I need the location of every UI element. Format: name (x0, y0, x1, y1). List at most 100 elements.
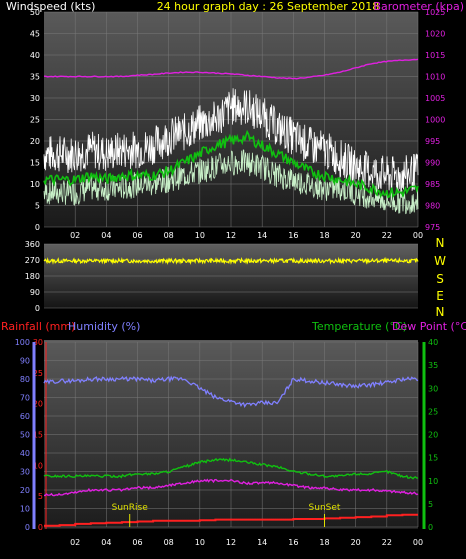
humidity-tick-label: 70 (20, 394, 30, 403)
wind-x-tick-label: 16 (288, 231, 298, 240)
wind-tick-label: 35 (30, 73, 40, 82)
temperature-tick-label: 0 (428, 523, 433, 532)
barometer-tick-label: 1000 (425, 116, 445, 125)
barometer-tick-label: 1005 (425, 94, 445, 103)
humidity-axis-label: Humidity (%) (68, 320, 140, 333)
climate-chart-series (43, 375, 419, 527)
barometer-tick-label: 985 (425, 180, 440, 189)
rainfall-tick-label: 30 (33, 338, 43, 347)
climate-x-tick-label: 20 (351, 538, 361, 547)
barometer-axis-ticks: 975 980 985 990 995 1000 1005 1010 1015 1020 1025 (425, 8, 445, 232)
temperature-tick-label: 40 (428, 338, 438, 347)
wind-x-tick-label: 12 (226, 231, 236, 240)
wind-gust-line (43, 88, 419, 193)
direction-chart-series (43, 256, 419, 266)
climate-x-tick-label: 18 (319, 538, 329, 547)
temperature-tick-label: 10 (428, 477, 438, 486)
climate-x-tick-label: 22 (382, 538, 392, 547)
wind-chart-series (43, 58, 419, 215)
direction-tick-label: 90 (30, 288, 40, 297)
direction-tick-label: 0 (35, 304, 40, 313)
wind-tick-label: 15 (30, 159, 40, 168)
sun-annotations: SunRise SunSet (112, 503, 341, 527)
humidity-tick-label: 40 (20, 449, 30, 458)
wind-tick-label: 30 (30, 94, 40, 103)
temperature-line (43, 457, 418, 480)
temperature-tick-label: 30 (428, 384, 438, 393)
windspeed-axis-label: Windspeed (kts) (6, 0, 95, 13)
wind-x-tick-label: 22 (382, 231, 392, 240)
climate-x-tick-label: 04 (101, 538, 111, 547)
temperature-tick-label: 20 (428, 431, 438, 440)
rainfall-axis-ticks: 0 5 10 15 20 25 30 (33, 338, 43, 532)
humidity-tick-label: 100 (15, 338, 30, 347)
humidity-tick-label: 80 (20, 375, 30, 384)
wind-tick-label: 10 (30, 180, 40, 189)
climate-x-tick-label: 14 (257, 538, 267, 547)
rainfall-tick-label: 20 (33, 400, 43, 409)
sun-annotation-label: SunSet (309, 503, 341, 513)
wind-tick-label: 20 (30, 137, 40, 146)
sun-annotation-label: SunRise (112, 503, 149, 513)
wind-x-tick-label: 08 (164, 231, 174, 240)
direction-axis-ticks: 0 90 180 270 360 (25, 240, 40, 313)
humidity-tick-label: 30 (20, 468, 30, 477)
compass-label: S (436, 272, 444, 286)
compass-label: E (436, 289, 444, 303)
humidity-tick-label: 50 (20, 431, 30, 440)
humidity-tick-label: 20 (20, 486, 30, 495)
barometer-line (43, 58, 419, 80)
rainfall-tick-label: 0 (38, 523, 43, 532)
climate-x-tick-label: 02 (70, 538, 80, 547)
barometer-tick-label: 990 (425, 159, 440, 168)
direction-tick-label: 180 (25, 272, 40, 281)
wind-chart-x-ticks: 02 04 06 08 10 12 14 16 18 20 22 00 (70, 231, 423, 240)
humidity-tick-label: 10 (20, 505, 30, 514)
humidity-tick-label: 60 (20, 412, 30, 421)
climate-x-tick-label: 10 (195, 538, 205, 547)
temperature-tick-label: 5 (428, 500, 433, 509)
dewpoint-line (44, 478, 419, 497)
humidity-tick-label: 90 (20, 357, 30, 366)
compass-label: N (436, 236, 445, 250)
direction-tick-label: 270 (25, 256, 40, 265)
dewpoint-axis-label: Dew Point (°C) (392, 320, 466, 333)
climate-chart-x-ticks: 02 04 06 08 10 12 14 16 18 20 22 00 (70, 538, 423, 547)
wind-x-tick-label: 18 (319, 231, 329, 240)
chart-title: 24 hour graph day : 26 September 2018 (157, 0, 380, 13)
barometer-axis-label: Barometer (kpa) (373, 0, 464, 13)
wind-average-line (43, 129, 419, 199)
rainfall-line (44, 513, 418, 527)
wind-x-tick-label: 00 (413, 231, 423, 240)
wind-x-tick-label: 10 (195, 231, 205, 240)
wind-tick-label: 0 (35, 223, 40, 232)
wind-speed-line (43, 149, 419, 215)
wind-tick-label: 25 (30, 116, 40, 125)
direction-tick-label: 360 (25, 240, 40, 249)
temperature-tick-label: 15 (428, 454, 438, 463)
rainfall-tick-label: 15 (33, 431, 43, 440)
wind-direction-line (43, 256, 419, 266)
temperature-axis-label: Temperature (°C) (311, 320, 407, 333)
barometer-tick-label: 980 (425, 202, 440, 211)
wind-x-tick-label: 04 (101, 231, 111, 240)
temperature-tick-label: 25 (428, 407, 438, 416)
climate-x-tick-label: 06 (132, 538, 142, 547)
compass-label: W (434, 254, 446, 268)
temperature-axis-ticks: 0 5 10 15 20 25 30 35 40 (428, 338, 438, 532)
wind-x-tick-label: 14 (257, 231, 267, 240)
barometer-tick-label: 1015 (425, 51, 445, 60)
humidity-line (43, 375, 419, 409)
wind-x-tick-label: 02 (70, 231, 80, 240)
barometer-tick-label: 1025 (425, 8, 445, 17)
wind-x-tick-label: 06 (132, 231, 142, 240)
barometer-tick-label: 975 (425, 223, 440, 232)
wind-x-tick-label: 20 (351, 231, 361, 240)
rainfall-tick-label: 5 (38, 492, 43, 501)
rainfall-tick-label: 10 (33, 461, 43, 470)
wind-tick-label: 50 (30, 8, 40, 17)
climate-chart-grid (44, 341, 419, 528)
